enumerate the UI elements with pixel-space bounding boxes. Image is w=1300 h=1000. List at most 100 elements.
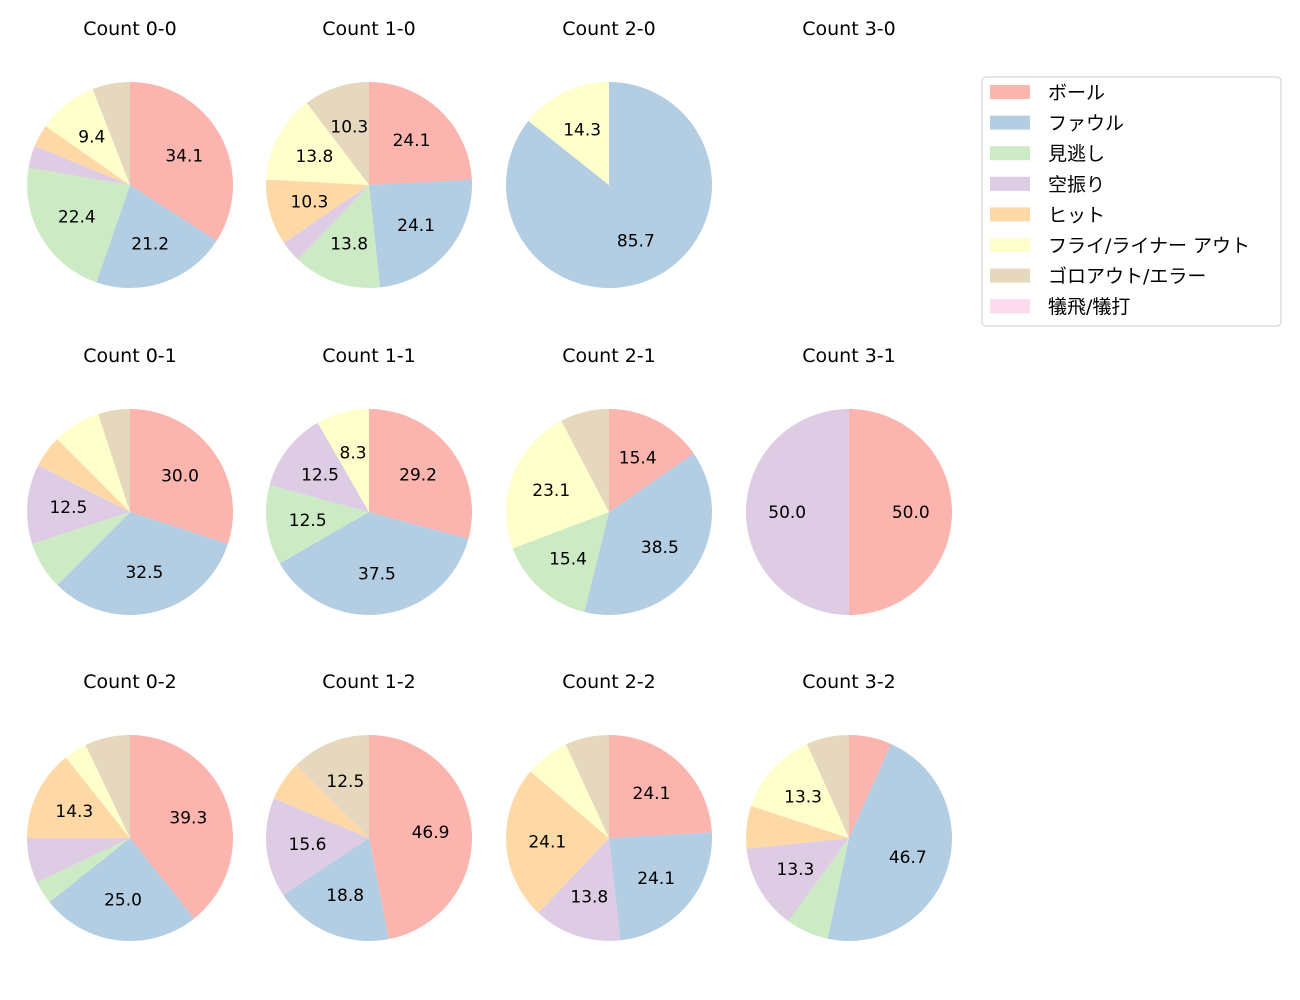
pie-slice	[506, 771, 609, 913]
slice-label: 13.3	[777, 860, 815, 880]
pie-slice	[609, 409, 694, 512]
pie-slice	[273, 765, 369, 838]
pie-slice	[130, 409, 233, 544]
pie-slice	[57, 512, 228, 615]
pie-slice	[561, 409, 609, 512]
pie-slice	[296, 735, 369, 838]
pie-slice	[92, 82, 130, 185]
legend-item: フライ/ライナー アウト	[990, 235, 1250, 257]
pie-title: Count 1-2	[322, 671, 416, 693]
legend-swatch	[990, 146, 1030, 161]
legend-swatch	[990, 299, 1030, 314]
pie-slice	[806, 735, 849, 838]
pie-slice	[306, 82, 369, 185]
pie-count-3-2: Count 3-2 46.7 13.3 13.3	[746, 671, 952, 941]
pie-slice	[266, 179, 369, 243]
pie-slice	[369, 82, 472, 185]
pie-slice	[130, 735, 233, 919]
pie-slice	[130, 82, 233, 241]
pie-slice	[530, 744, 609, 838]
pie-slice	[37, 838, 131, 903]
slice-label: 14.3	[55, 802, 93, 822]
pie-slice	[565, 735, 609, 838]
slice-label: 12.5	[49, 498, 87, 518]
legend-item: ボール	[990, 82, 1105, 104]
legend-swatch	[990, 238, 1030, 252]
legend-label: ボール	[1048, 82, 1105, 104]
slice-label: 24.1	[528, 832, 566, 852]
pie-title: Count 1-1	[322, 345, 416, 367]
legend-label: ファウル	[1048, 113, 1124, 135]
pie-slice	[609, 832, 712, 941]
pie-slice	[317, 409, 369, 512]
legend-label: 見逃し	[1048, 143, 1105, 165]
legend-label: 空振り	[1048, 174, 1105, 196]
slice-label: 9.4	[78, 127, 105, 147]
pie-slice	[27, 167, 130, 283]
pie-title: Count 2-0	[562, 18, 656, 40]
slice-label: 85.7	[617, 232, 655, 252]
slice-label: 13.8	[570, 888, 608, 908]
pie-count-0-0: Count 0-0 34.1 21.2 22.4 9.4	[27, 18, 233, 288]
slice-label: 21.2	[131, 234, 169, 254]
pie-slice	[512, 512, 609, 613]
slice-label: 15.4	[619, 448, 657, 468]
pie-slice	[38, 439, 130, 512]
pie-slice	[266, 102, 369, 185]
slice-label: 50.0	[892, 503, 930, 523]
pie-slice	[609, 735, 712, 838]
slice-label: 10.3	[291, 193, 329, 213]
slice-label: 12.5	[301, 465, 339, 485]
legend-swatch	[990, 85, 1030, 99]
pie-count-3-1: Count 3-1 50.0 50.0	[746, 345, 952, 615]
pie-title: Count 3-0	[802, 18, 896, 40]
pie-slice	[27, 838, 130, 883]
slice-label: 23.1	[532, 481, 570, 501]
legend-item: 空振り	[990, 174, 1105, 196]
legend-item: 見逃し	[990, 143, 1105, 165]
legend-frame	[981, 76, 1282, 327]
legend-item: ヒット	[990, 204, 1105, 226]
pie-slice	[32, 512, 130, 585]
legend-label: 犠飛/犠打	[1048, 296, 1130, 318]
slice-label: 15.4	[549, 549, 587, 569]
pie-slice	[85, 735, 130, 838]
pie-slice	[369, 179, 472, 288]
legend-swatch	[990, 176, 1030, 191]
pie-slice	[27, 757, 130, 838]
slice-label: 13.8	[295, 147, 333, 167]
pie-slice	[849, 409, 952, 615]
slice-label: 50.0	[768, 503, 806, 523]
slice-label: 13.3	[784, 788, 822, 808]
slice-label: 25.0	[104, 890, 142, 910]
slice-label: 24.1	[397, 216, 435, 236]
pie-count-3-0: Count 3-0	[802, 18, 896, 40]
pie-slice	[269, 422, 369, 512]
legend-item: ゴロアウト/エラー	[990, 266, 1206, 288]
pie-slice	[65, 745, 130, 838]
pie-slice	[49, 838, 195, 941]
pie-slice	[34, 126, 130, 185]
slice-label: 34.1	[165, 146, 203, 166]
pie-slice	[283, 838, 389, 941]
pie-count-2-1: Count 2-1 15.4 38.5 15.4 23.1	[505, 345, 712, 616]
pie-count-2-2: Count 2-2 24.1 24.1 13.8 24.1	[506, 671, 712, 941]
pie-slice	[297, 185, 381, 288]
pie-slice	[98, 409, 130, 512]
pie-slice	[266, 485, 369, 564]
pie-slice	[96, 185, 217, 288]
pie-slice	[849, 735, 892, 838]
pie-title: Count 0-0	[83, 18, 177, 40]
slice-label: 13.8	[330, 235, 368, 255]
slice-label: 12.5	[289, 511, 327, 531]
slice-label: 24.1	[637, 869, 675, 889]
slice-label: 29.2	[399, 465, 437, 485]
legend-item: 犠飛/犠打	[990, 296, 1130, 318]
pie-slice	[746, 409, 849, 615]
slice-label: 32.5	[125, 563, 163, 583]
pie-slice	[827, 743, 952, 941]
pie-slice	[746, 838, 849, 922]
legend-label: フライ/ライナー アウト	[1048, 235, 1250, 257]
pie-title: Count 0-2	[83, 671, 177, 693]
